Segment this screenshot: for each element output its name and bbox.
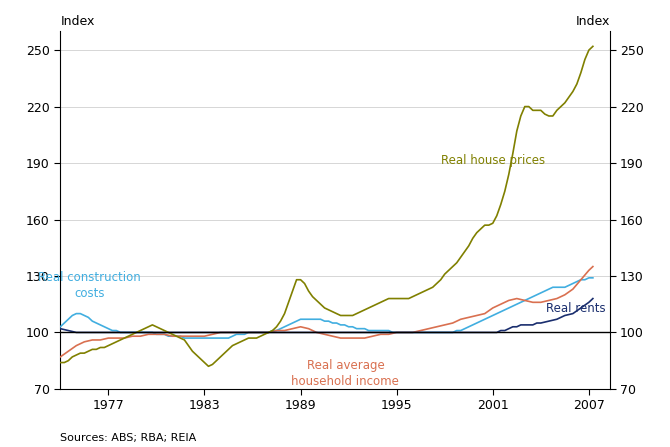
- Text: Sources: ABS; RBA; REIA: Sources: ABS; RBA; REIA: [60, 433, 196, 443]
- Text: Real construction
costs: Real construction costs: [38, 271, 141, 300]
- Text: Index: Index: [576, 15, 610, 28]
- Text: Real rents: Real rents: [545, 303, 605, 316]
- Text: Index: Index: [60, 15, 94, 28]
- Text: Real house prices: Real house prices: [441, 154, 545, 167]
- Text: Real average
household income: Real average household income: [291, 359, 399, 388]
